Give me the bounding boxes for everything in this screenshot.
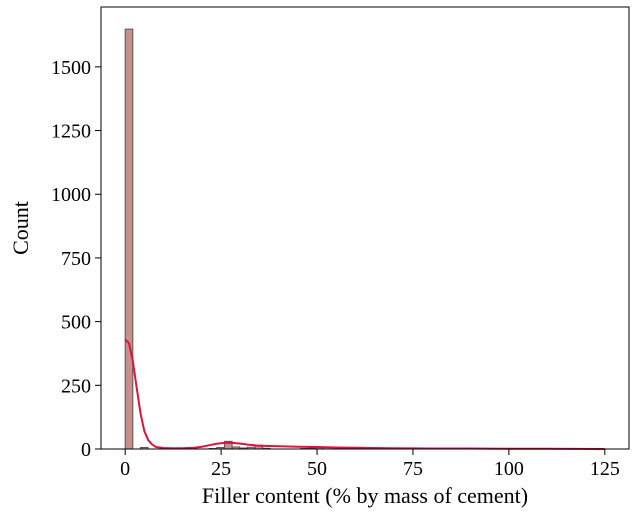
y-tick-label: 0 <box>81 439 91 461</box>
x-axis-ticks: 0 25 50 75 100 125 <box>120 449 620 480</box>
kde-curve <box>124 338 605 450</box>
x-axis-label: Filler content (% by mass of cement) <box>202 483 528 508</box>
y-tick-label: 250 <box>61 375 91 397</box>
y-tick-label: 1000 <box>51 184 91 206</box>
y-tick-label: 1500 <box>51 57 91 79</box>
x-tick-label: 75 <box>403 458 423 480</box>
y-tick-label: 750 <box>61 248 91 270</box>
y-tick-label: 500 <box>61 312 91 334</box>
x-tick-label: 0 <box>120 458 130 480</box>
histogram-bars <box>124 28 516 450</box>
x-tick-label: 50 <box>307 458 327 480</box>
y-axis-label: Count <box>8 201 33 255</box>
y-tick-label: 1250 <box>51 121 91 143</box>
histogram-bar <box>124 28 134 450</box>
x-tick-label: 100 <box>494 458 524 480</box>
x-tick-label: 25 <box>211 458 231 480</box>
y-axis-ticks: 0 250 500 750 1000 1250 1500 <box>51 57 101 461</box>
plot-frame <box>100 6 630 450</box>
x-tick-label: 125 <box>590 458 620 480</box>
